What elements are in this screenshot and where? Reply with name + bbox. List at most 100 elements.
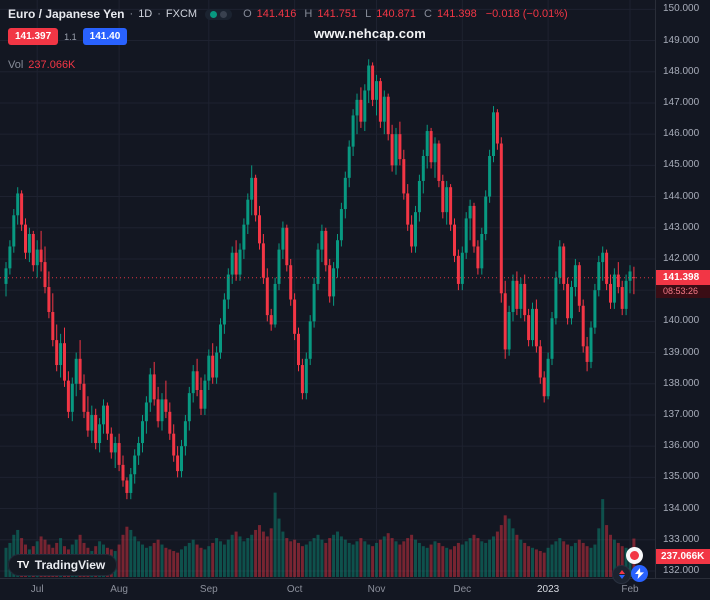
volume-value: 237.066K [28,59,76,71]
volume-bar [605,525,609,577]
volume-bar [453,546,456,577]
candle-body [180,446,183,472]
candlestick-chart[interactable] [0,0,655,578]
candle-body [328,265,332,297]
volume-bar [406,538,410,577]
timeframe-label[interactable]: 1D [138,8,153,20]
volume-bar [187,542,191,577]
candle-body [406,193,410,225]
volume-bar [620,546,624,577]
candle-body [456,255,460,284]
candle-body [499,143,503,294]
candle-body [8,246,12,269]
boost-button[interactable] [631,565,648,582]
volume-bar [511,528,515,577]
sell-button[interactable]: 141.397 [8,28,59,45]
candle-body [125,480,129,493]
price-tick-label: 146.000 [663,128,700,140]
candle-body [152,374,156,400]
time-tick-label: Dec [453,584,472,595]
candle-body [39,249,43,263]
volume-bar [421,546,425,577]
tradingview-logo[interactable]: TV TradingView [8,554,118,576]
candle-body [16,193,20,216]
candle-body [230,252,234,275]
candle-body [495,112,499,144]
candle-body [31,234,35,266]
exchange-label[interactable]: FXCM [165,8,198,20]
volume-bar [273,492,277,577]
volume-bar [429,544,433,577]
volume-bar [371,546,375,577]
candle-body [538,346,542,378]
candle-body [199,390,203,409]
visibility-toggle[interactable] [205,8,233,20]
volume-bar [300,546,304,577]
volume-bar [289,541,293,577]
candle-body [285,227,289,266]
candle-body [363,90,367,122]
candle-body [398,134,402,160]
buy-button[interactable]: 141.40 [82,28,128,45]
candle-body [472,205,476,247]
volume-bar [417,542,421,577]
candle-body [492,112,495,156]
candle-body [601,252,605,263]
volume-bar [534,549,538,577]
candle-body [534,308,538,347]
volume-bar [609,534,612,577]
candle-body [113,443,117,453]
volume-bar [425,547,429,577]
volume-bar [499,525,503,577]
price-axis[interactable]: 141.398 08:53:26 237.066K 150.000 149.000… [655,0,710,578]
candle-body [437,143,441,181]
time-axis[interactable]: Jul Aug Sep Oct Nov Dec 2023 Feb [0,578,710,600]
volume-bar [519,539,523,577]
volume-bar [222,544,226,577]
candle-body [102,405,105,425]
volume-bar [117,544,121,577]
volume-bar [546,547,550,577]
candle-body [183,421,187,447]
candle-body [628,271,632,281]
volume-bar [203,549,207,577]
price-tick-label: 140.000 [663,315,700,327]
volume-bar [332,534,336,577]
candle-body [250,177,254,200]
candle-body [468,205,472,219]
volume-bar [445,547,449,577]
buy-sell-panel-button[interactable] [612,565,631,584]
volume-bar [324,542,328,577]
candle-body [355,99,359,116]
low-value: 140.871 [376,8,417,20]
volume-bar [246,538,250,577]
volume-bar [581,542,585,577]
volume-bar [328,538,332,577]
time-tick-label: Sep [199,584,218,595]
candle-body [105,405,109,434]
volume-bar [367,544,371,577]
record-button[interactable] [626,547,643,564]
volume-bar [523,542,527,577]
candle-body [156,399,160,422]
volume-bar [624,547,628,577]
volume-bar [597,528,601,577]
symbol-title[interactable]: Euro / Japanese Yen [8,7,125,21]
price-tick-label: 137.000 [663,408,700,420]
candle-body [410,224,414,247]
volume-bar [156,539,160,577]
candle-body [74,358,78,384]
price-tick-label: 142.000 [663,252,700,264]
volume-label[interactable]: Vol [8,59,24,71]
volume-bar [601,499,605,577]
candle-body [347,146,351,178]
candle-body [234,252,238,275]
candle-body [609,283,612,303]
volume-bar [363,541,367,577]
volume-bar [304,544,308,577]
candle-body [523,283,527,316]
candle-body [445,187,449,213]
candle-wick [602,246,604,281]
volume-bar [316,534,320,577]
time-tick-label: Oct [286,584,303,595]
